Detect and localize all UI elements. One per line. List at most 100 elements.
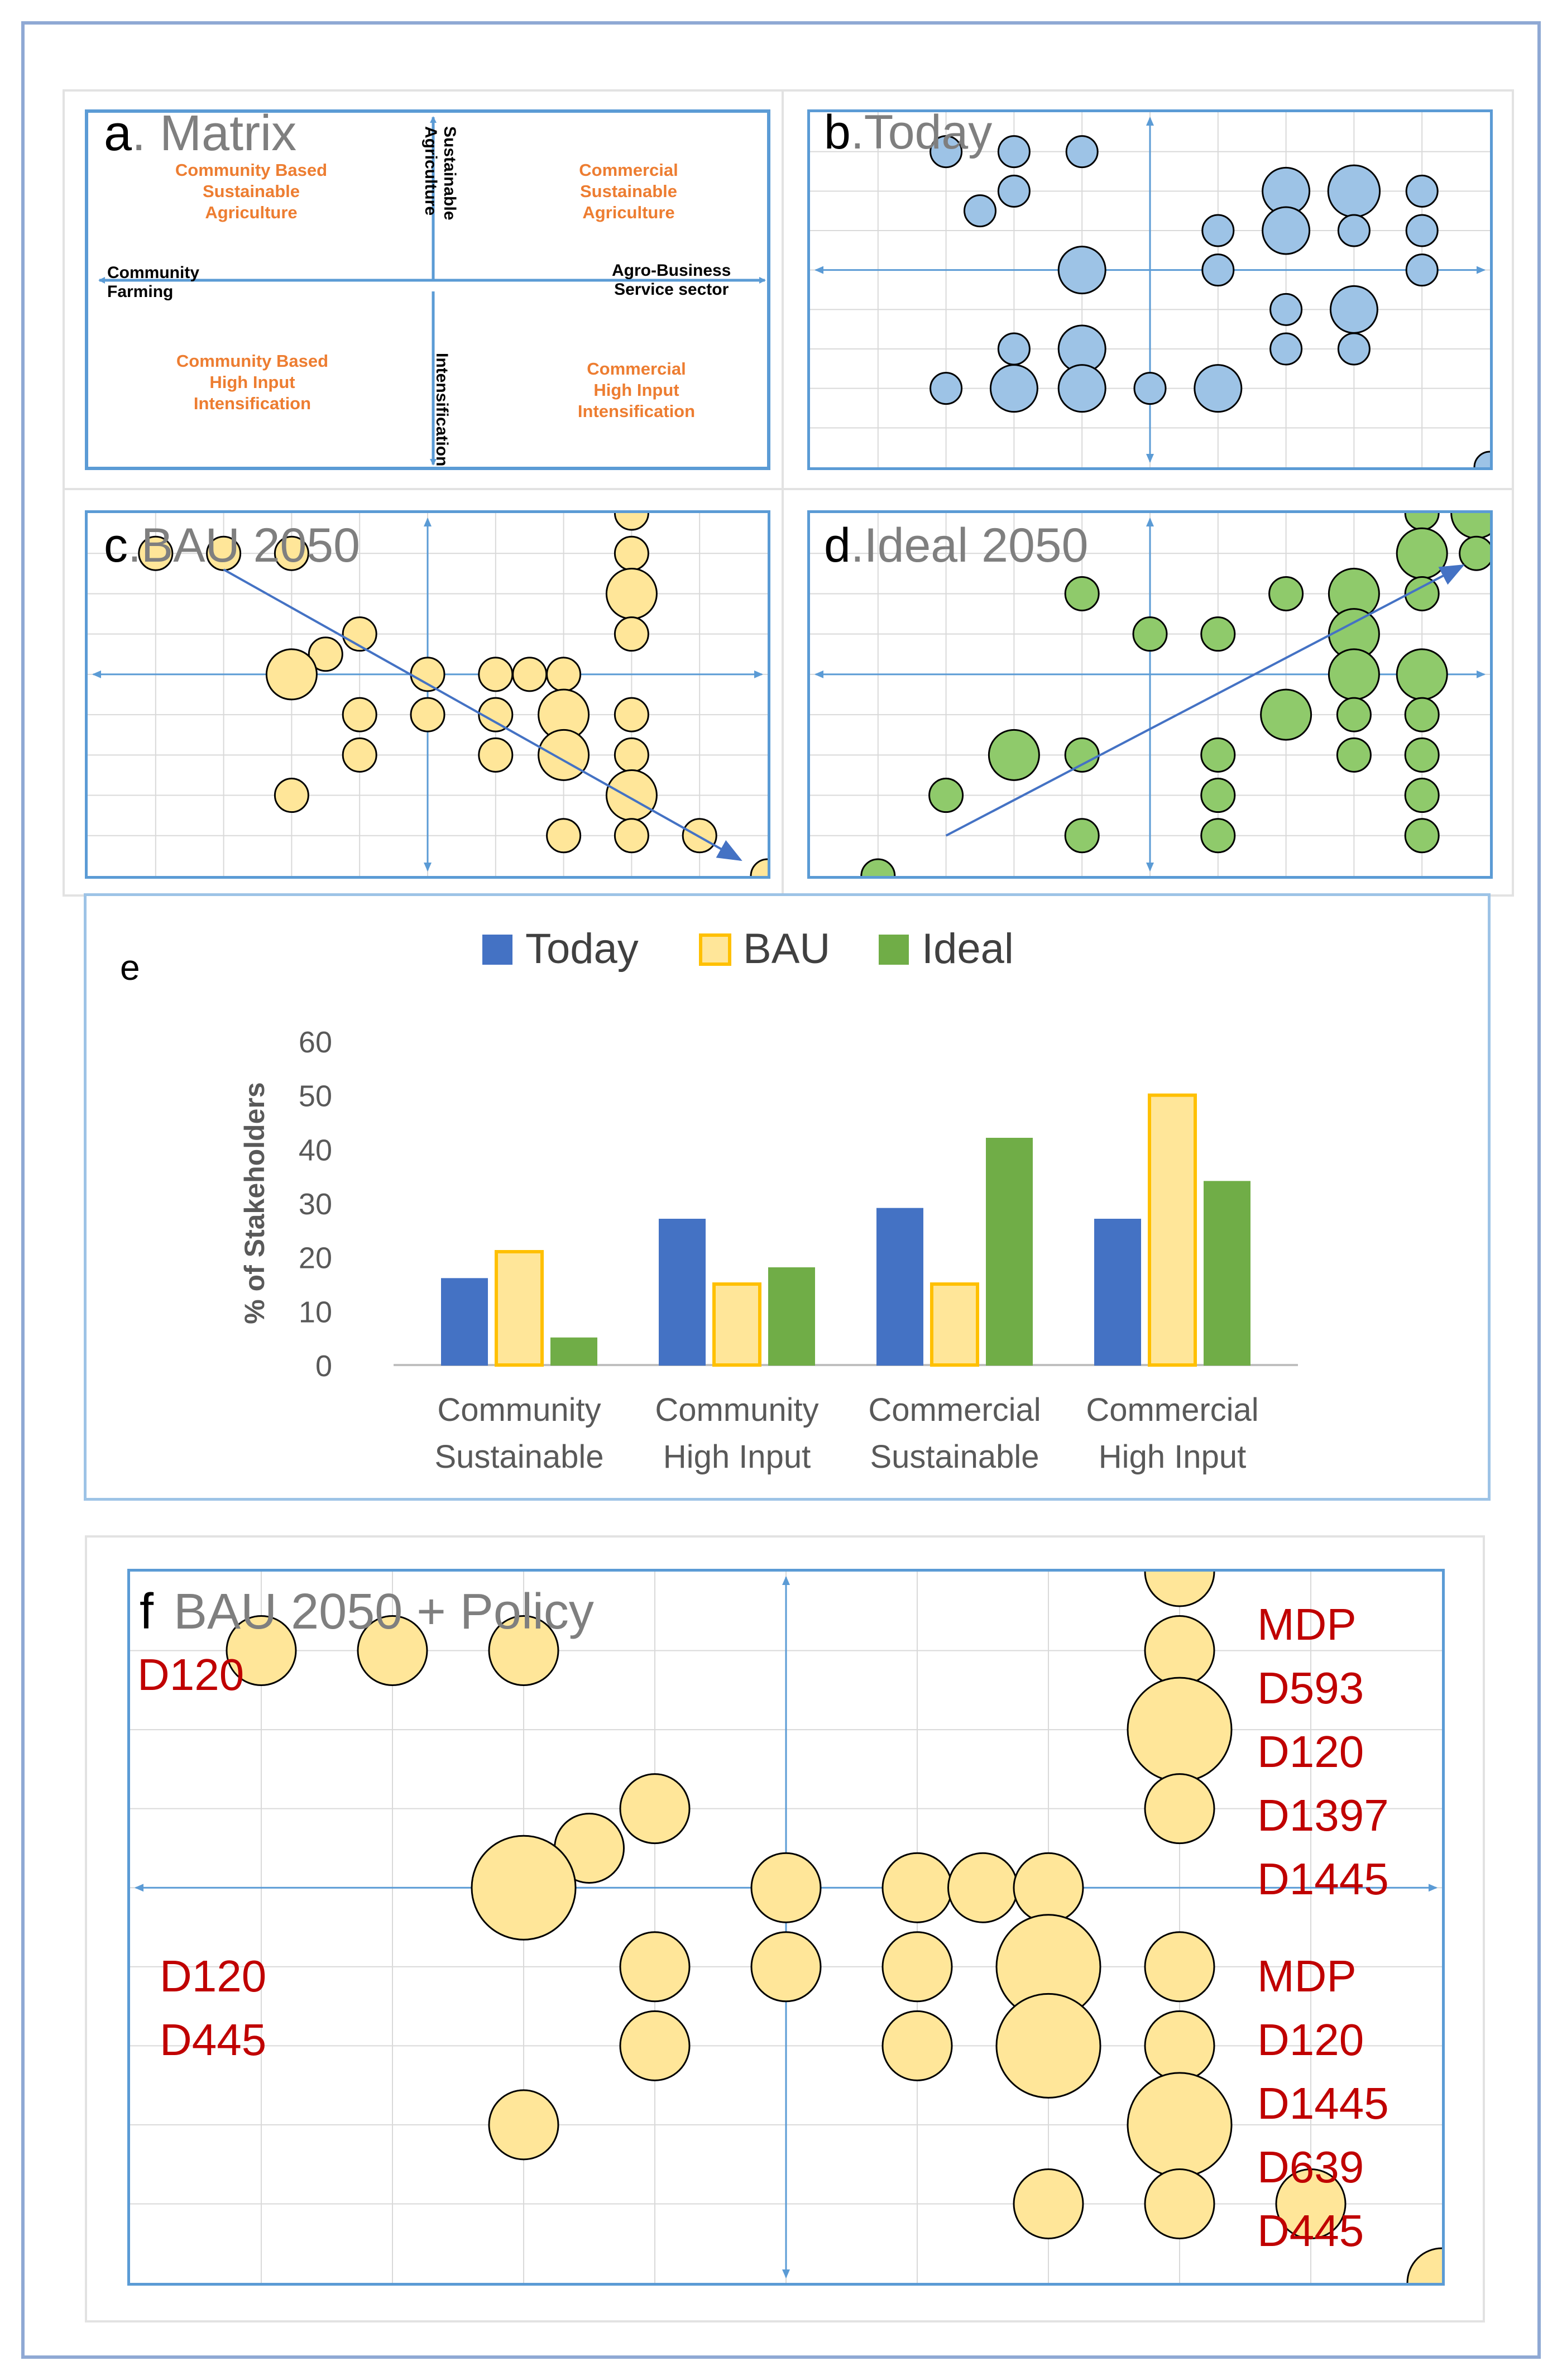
panel-c-title-text: .BAU 2050 bbox=[128, 519, 360, 572]
ideal-bubble bbox=[1200, 616, 1236, 652]
category-label: Community bbox=[437, 1392, 601, 1428]
today-bubble bbox=[997, 332, 1031, 366]
ideal-bubble bbox=[1396, 527, 1448, 580]
bau-bubble bbox=[478, 737, 514, 773]
y-tick-label: 0 bbox=[315, 1349, 332, 1383]
panel-c-bau bbox=[85, 510, 770, 879]
panel-e-letter: e bbox=[120, 947, 140, 988]
policy-bubble bbox=[488, 1615, 559, 1687]
today-bubble bbox=[1405, 214, 1439, 247]
policy-bubble bbox=[947, 1852, 1018, 1923]
bau-bubble bbox=[410, 657, 445, 692]
legend-label-ideal: Ideal bbox=[922, 925, 1014, 973]
q-tr-line1: Commercial bbox=[579, 160, 678, 180]
bau-bubble bbox=[274, 778, 309, 813]
quadrant-top-left-label: Community Based Sustainable Agriculture bbox=[134, 160, 368, 223]
bar-ideal bbox=[768, 1267, 815, 1366]
policy-bubble bbox=[995, 1993, 1101, 2099]
q-bl-line3: Intensification bbox=[193, 394, 312, 413]
bau-bubble bbox=[342, 697, 377, 732]
panel-a-letter: a bbox=[104, 106, 132, 161]
category-label: High Input bbox=[1099, 1439, 1246, 1475]
ideal-bubble bbox=[1336, 737, 1372, 773]
bau-bubble bbox=[478, 697, 514, 732]
policy-label-right-bottom-4: D639 bbox=[1257, 2142, 1364, 2192]
today-bubble bbox=[1337, 214, 1371, 247]
bau-bubble bbox=[265, 648, 318, 701]
category-label: Commercial bbox=[1086, 1392, 1258, 1428]
bau-bubble bbox=[410, 697, 445, 732]
bau-bubble bbox=[605, 567, 658, 620]
bau-bubble bbox=[546, 818, 582, 854]
bar-bau bbox=[1148, 1093, 1197, 1367]
y-tick-label: 40 bbox=[299, 1133, 332, 1167]
policy-bubble bbox=[1144, 1615, 1215, 1687]
bar-ideal bbox=[986, 1138, 1033, 1366]
ideal-bubble bbox=[1404, 513, 1440, 531]
today-bubble bbox=[929, 135, 963, 169]
legend-swatch-bau bbox=[699, 933, 731, 966]
ideal-bubble bbox=[1260, 688, 1312, 741]
policy-bubble bbox=[357, 1615, 428, 1687]
category-label: Commercial bbox=[868, 1392, 1041, 1428]
bar-ideal bbox=[550, 1337, 597, 1366]
policy-bubble bbox=[1144, 2168, 1215, 2239]
ideal-bubble bbox=[988, 729, 1040, 781]
legend-label-bau: BAU bbox=[743, 925, 830, 973]
ideal-bubble bbox=[1396, 648, 1448, 701]
y-axis-label: % of Stakeholders bbox=[239, 1082, 270, 1324]
today-bubble bbox=[1133, 372, 1167, 405]
policy-bubble bbox=[1275, 2168, 1347, 2239]
bau-trend-arrow bbox=[223, 568, 742, 861]
ideal-bubble bbox=[1404, 737, 1440, 773]
y-tick-label: 20 bbox=[299, 1242, 332, 1275]
ideal-bubble bbox=[1450, 513, 1490, 539]
today-bubble bbox=[1057, 364, 1106, 413]
quadrant-bottom-right-label: Commercial High Input Intensification bbox=[519, 358, 754, 422]
ideal-bubble bbox=[1200, 778, 1236, 813]
today-bubble bbox=[1269, 293, 1303, 326]
ideal-trend-arrow bbox=[945, 564, 1465, 837]
y-tick-label: 60 bbox=[299, 1026, 332, 1059]
legend-swatch-today bbox=[482, 935, 512, 965]
ideal-bubble bbox=[860, 858, 896, 876]
bar-today bbox=[876, 1208, 923, 1366]
y-tick-label: 50 bbox=[299, 1080, 332, 1113]
axis-label-intensification: Intensification bbox=[433, 353, 451, 467]
today-bubble bbox=[1405, 174, 1439, 208]
today-bubble bbox=[1065, 135, 1099, 169]
ideal-bubble bbox=[1132, 616, 1168, 652]
today-bubble bbox=[1269, 332, 1303, 366]
quadrant-top-right-label: Commercial Sustainable Agriculture bbox=[511, 160, 746, 223]
ideal-bubble bbox=[1404, 778, 1440, 813]
bar-bau bbox=[712, 1282, 761, 1367]
today-bubble bbox=[997, 135, 1031, 169]
bau-bubble bbox=[478, 657, 514, 692]
policy-label-right-top-5: D1445 bbox=[1257, 1854, 1389, 1904]
axis-top-line1: Sustainable bbox=[440, 126, 459, 221]
bau-bubble bbox=[614, 697, 649, 732]
today-bubble bbox=[1201, 253, 1235, 287]
bau-policy-bubble-chart bbox=[130, 1572, 1442, 2283]
stakeholder-bar-chart: e % of Stakeholders 0 10 20 30 40 50 60 Community… bbox=[120, 925, 1298, 1475]
today-bubble bbox=[1329, 285, 1378, 334]
category-label: Sustainable bbox=[870, 1439, 1039, 1475]
axis-right-line2: Service sector bbox=[614, 280, 729, 299]
today-bubble bbox=[1057, 246, 1106, 295]
today-bubble bbox=[1201, 214, 1235, 247]
policy-label-right-bottom-3: D1445 bbox=[1257, 2079, 1389, 2128]
policy-bubble bbox=[471, 1835, 577, 1941]
policy-bubble bbox=[750, 1931, 822, 2003]
bar-ideal bbox=[1204, 1181, 1250, 1366]
figure-frame bbox=[21, 21, 1541, 2359]
ideal-bubble bbox=[1336, 697, 1372, 732]
ideal-bubble bbox=[1404, 818, 1440, 854]
ideal-bubble bbox=[928, 778, 964, 813]
policy-label-right-top-3: D120 bbox=[1257, 1727, 1364, 1776]
q-br-line3: Intensification bbox=[577, 401, 696, 421]
policy-label-right-bottom-1: MDP bbox=[1257, 1951, 1357, 2001]
axis-right-line1: Agro-Business bbox=[612, 261, 731, 280]
panel-a-title: a. Matrix bbox=[104, 105, 296, 162]
panel-b-letter: b bbox=[824, 106, 851, 159]
q-tl-line2: Sustainable bbox=[203, 181, 300, 201]
